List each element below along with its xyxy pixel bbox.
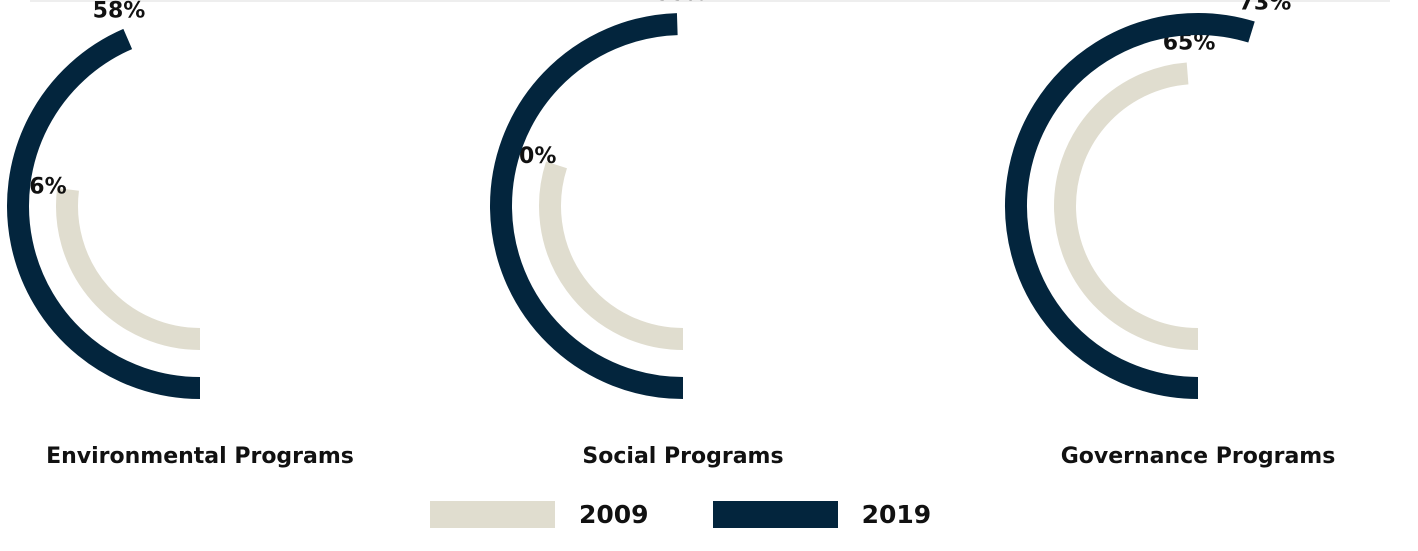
legend-swatch-2009: [430, 500, 555, 528]
legend-label-2009: 2009: [579, 499, 649, 529]
arc-environmental-programs-2009: [56, 187, 201, 350]
legend-label-2019: 2019: [861, 499, 932, 529]
category-label-environmental-programs: Environmental Programs: [46, 444, 354, 469]
legend: 2009 2019: [430, 499, 995, 529]
value-label-environmental-programs-2019: 58%: [93, 0, 146, 24]
value-label-governance-programs-2019: 73%: [1239, 0, 1292, 15]
arc-governance-programs-2009: [1054, 62, 1199, 350]
arc-social-programs-2019: [490, 13, 684, 399]
value-label-social-programs-2019: 66%: [654, 0, 707, 6]
top-rule: [30, 0, 1390, 2]
arc-social-programs-2009: [539, 161, 684, 350]
legend-item-2009: 2009: [430, 500, 649, 529]
legend-item-2019: 2019: [712, 499, 932, 529]
legend-swatch-2019: [712, 500, 838, 528]
arc-governance-programs-2019: [1005, 13, 1255, 399]
category-label-governance-programs: Governance Programs: [1061, 444, 1336, 469]
radial-bar-chart: 36%58%Environmental Programs40%66%Social…: [7, 0, 1336, 469]
arc-environmental-programs-2019: [7, 28, 201, 399]
category-label-social-programs: Social Programs: [582, 444, 783, 469]
